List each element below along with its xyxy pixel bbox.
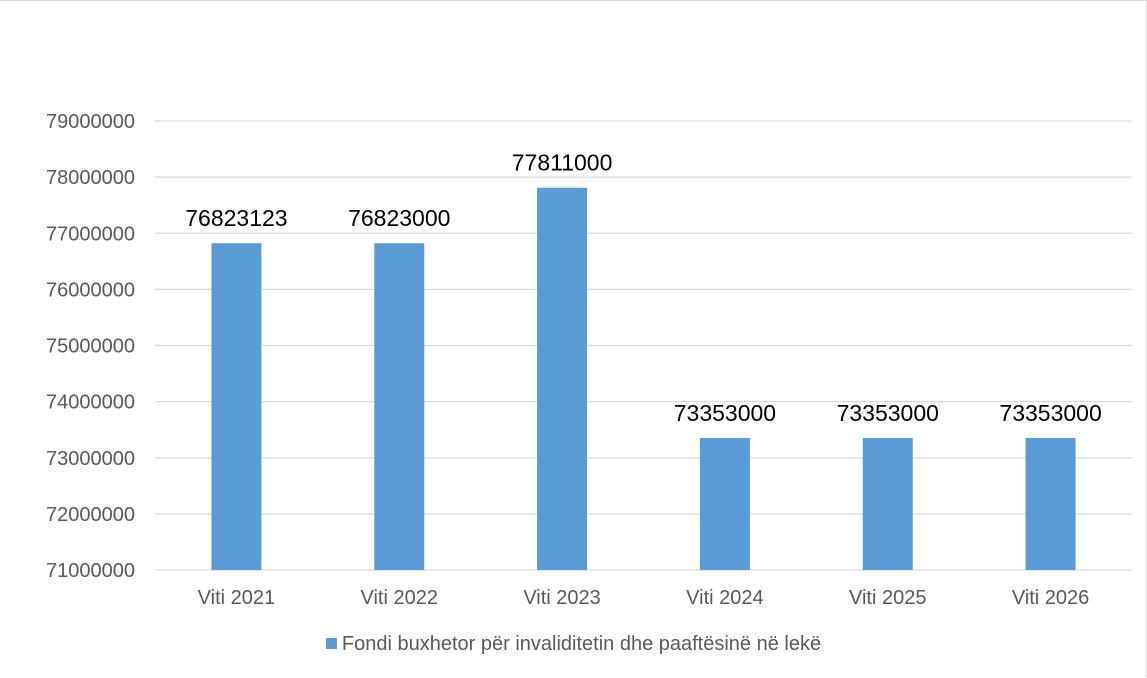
data-label: 77811000	[512, 150, 613, 176]
bar	[1025, 437, 1076, 570]
y-tick-label: 73000000	[46, 448, 135, 470]
y-tick-label: 71000000	[46, 560, 135, 582]
data-label: 73353000	[999, 400, 1101, 426]
y-tick-label: 75000000	[46, 336, 135, 358]
data-label: 73353000	[674, 400, 776, 426]
x-tick-label: Viti 2025	[849, 587, 926, 609]
data-label: 73353000	[837, 400, 939, 426]
x-tick-label: Viti 2024	[686, 587, 763, 609]
y-tick-label: 79000000	[46, 111, 135, 133]
bar	[537, 187, 588, 571]
x-tick-label: Viti 2026	[1012, 587, 1089, 609]
bar	[862, 437, 913, 570]
y-tick-label: 74000000	[46, 392, 135, 414]
y-tick-label: 78000000	[46, 167, 135, 189]
legend-label: Fondi buxhetor për invaliditetin dhe paa…	[341, 633, 822, 655]
x-tick-label: Viti 2022	[361, 587, 438, 609]
bar	[699, 437, 750, 570]
legend: Fondi buxhetor për invaliditetin dhe paa…	[0, 633, 1147, 656]
bar	[211, 243, 262, 570]
data-label: 76823000	[348, 205, 450, 231]
legend-swatch	[325, 638, 337, 649]
bar	[374, 243, 425, 570]
data-label: 76823123	[185, 205, 287, 231]
x-tick-label: Viti 2023	[523, 587, 600, 609]
y-tick-label: 72000000	[46, 504, 135, 526]
y-tick-label: 77000000	[46, 223, 135, 245]
x-tick-label: Viti 2021	[198, 587, 275, 609]
y-tick-label: 76000000	[46, 279, 135, 301]
